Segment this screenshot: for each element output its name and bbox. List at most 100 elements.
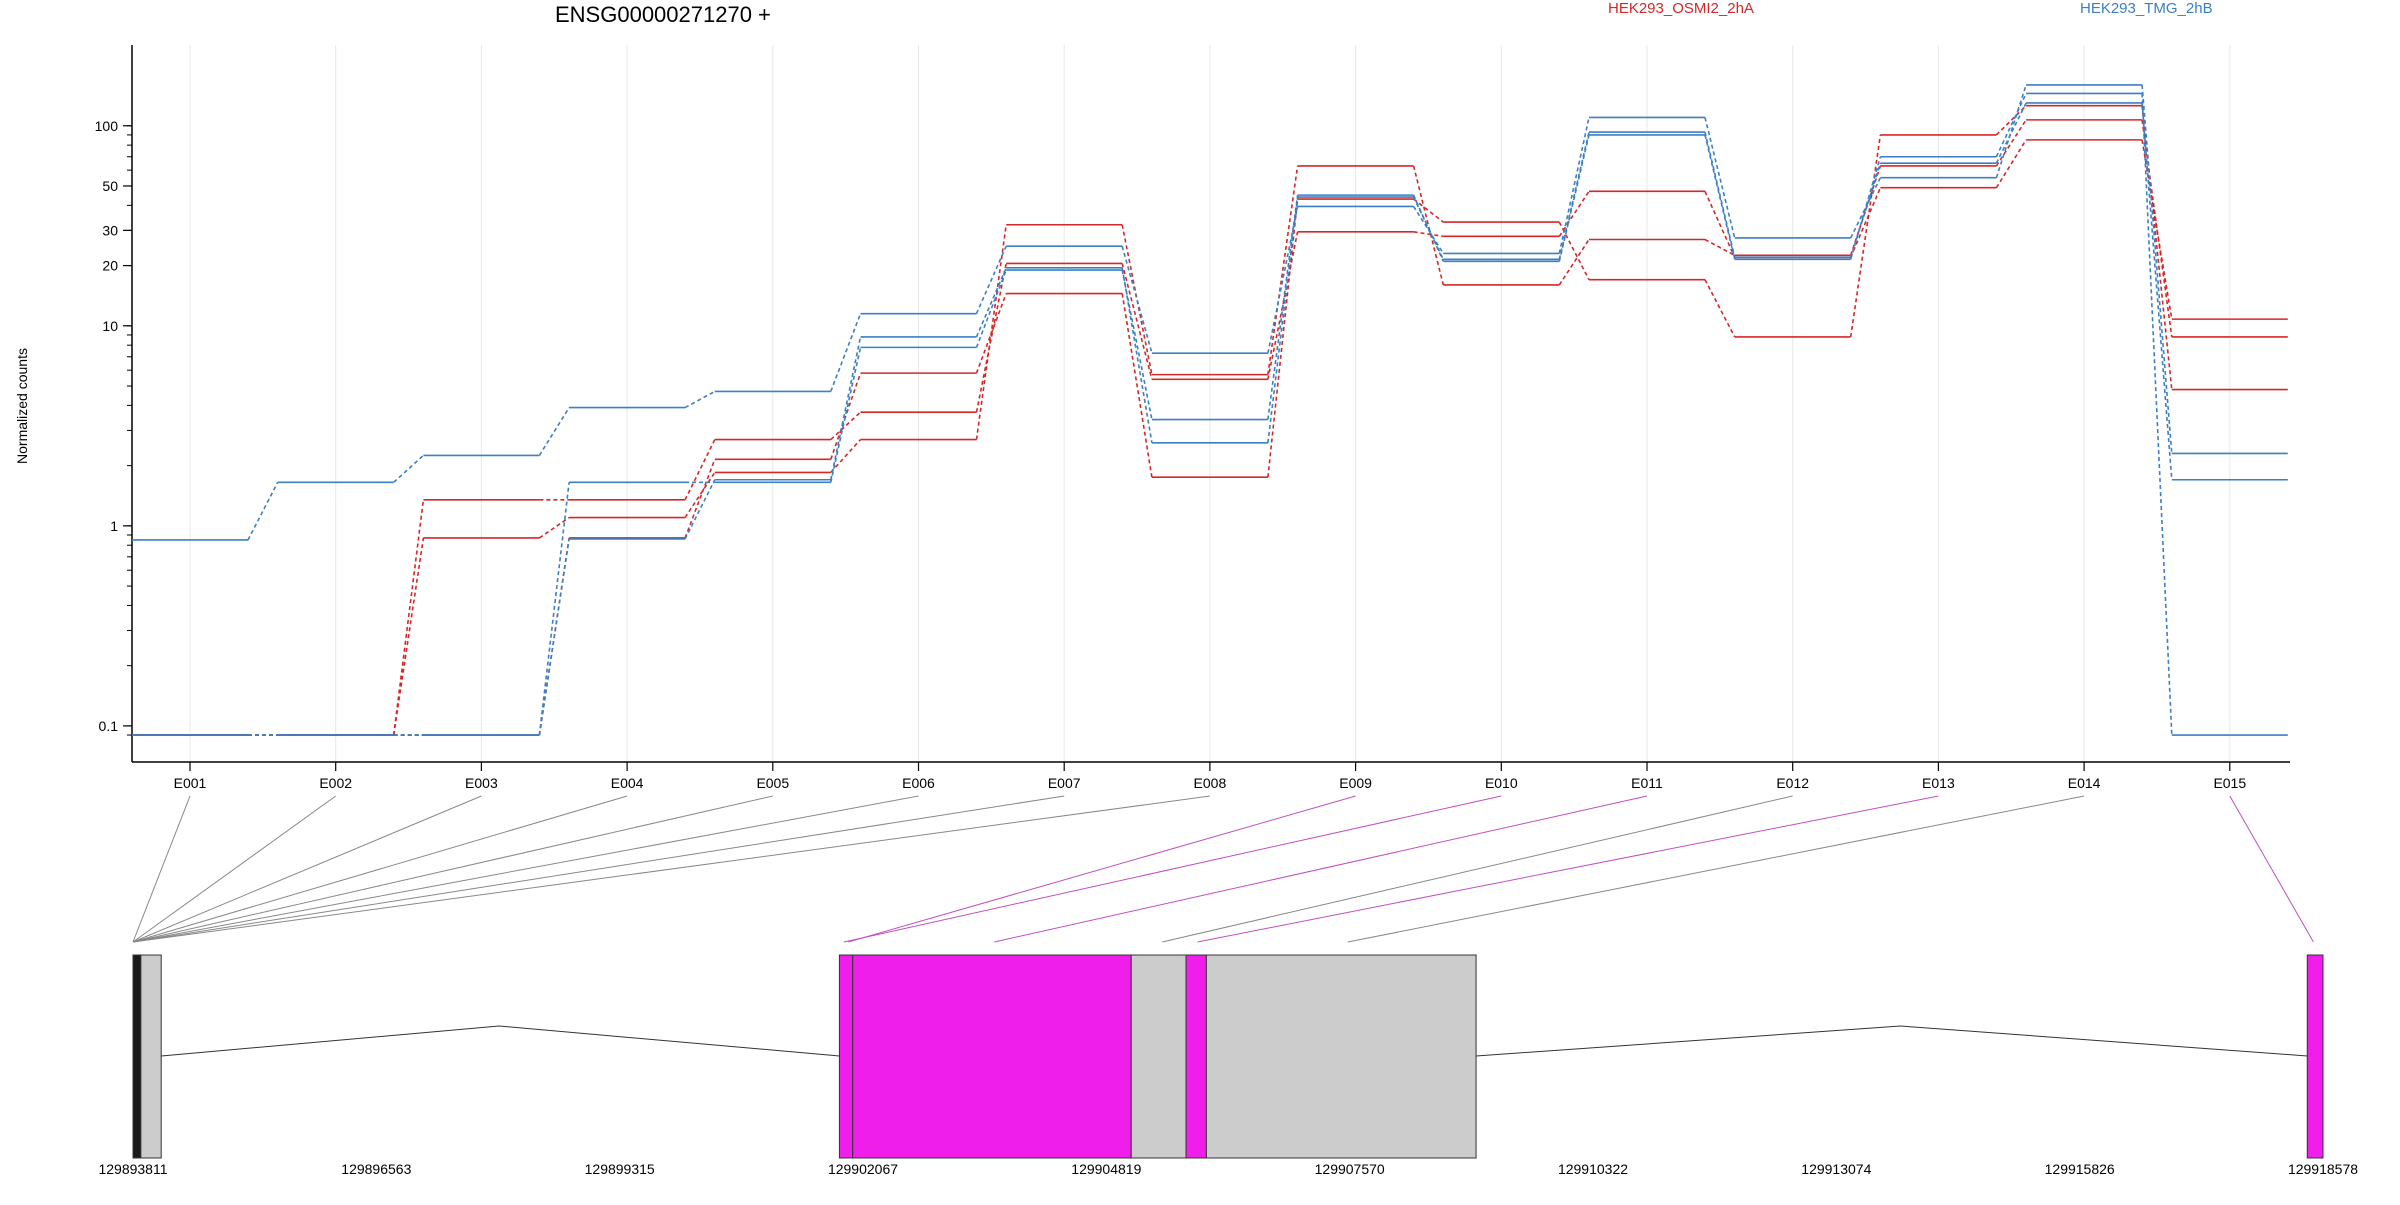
coordinate-label: 129893811	[98, 1161, 167, 1177]
exon-block	[838, 954, 854, 1159]
exon-connector	[132, 795, 482, 943]
x-tick-label: E014	[2068, 775, 2101, 791]
exon-connector	[132, 795, 773, 943]
series-tmg-connector	[2141, 84, 2173, 454]
series-tmg-connector	[247, 481, 279, 541]
x-tick-label: E009	[1339, 775, 1372, 791]
x-tick-label: E006	[902, 775, 935, 791]
x-tick-label: E015	[2213, 775, 2246, 791]
x-tick-label: E005	[756, 775, 789, 791]
coordinate-label: 129904819	[1071, 1161, 1141, 1177]
series-osmi2-connector	[1121, 263, 1153, 380]
series-tmg-connector	[1267, 206, 1299, 354]
exon-connector	[1347, 795, 2085, 943]
exon-connector	[132, 795, 628, 943]
series-tmg-connector	[684, 390, 716, 409]
intron-line	[161, 1025, 840, 1057]
coordinate-label: 129915826	[2045, 1161, 2115, 1177]
series-osmi2-connector	[538, 516, 570, 539]
x-tick-label: E008	[1194, 775, 1227, 791]
y-tick-label: 0.1	[99, 718, 119, 734]
legend-tmg: HEK293_TMG_2hB	[2080, 0, 2213, 17]
series-tmg-connector	[1995, 102, 2027, 164]
x-tick-label: E002	[319, 775, 352, 791]
series-osmi2-connector	[1849, 187, 1882, 258]
series-osmi2-connector	[975, 293, 1007, 374]
series-osmi2-connector	[392, 499, 425, 736]
coordinate-label: 129902067	[828, 1161, 898, 1177]
exon-block	[2306, 954, 2324, 1159]
y-tick-label: 30	[102, 222, 118, 238]
series-tmg-connector	[538, 482, 570, 736]
series-tmg-connector	[830, 336, 862, 480]
series-tmg-connector	[1267, 196, 1299, 443]
coordinate-label: 129918578	[2288, 1161, 2358, 1177]
series-osmi2-connector	[1121, 224, 1153, 375]
series-osmi2-connector	[1413, 231, 1444, 238]
x-tick-label: E011	[1631, 775, 1663, 791]
x-tick-label: E013	[1922, 775, 1955, 791]
coordinate-label: 129896563	[341, 1161, 411, 1177]
series-tmg-connector	[1121, 245, 1153, 354]
intron-line	[1476, 1025, 2308, 1057]
y-tick-label: 50	[102, 178, 118, 194]
series-osmi2-connector	[1704, 191, 1736, 258]
series-tmg-connector	[538, 538, 570, 736]
y-tick-label: 100	[95, 118, 119, 134]
exon-block	[1205, 954, 1477, 1159]
series-osmi2-connector	[1558, 190, 1590, 237]
exon-block	[132, 954, 142, 1159]
coordinate-label: 129899315	[585, 1161, 655, 1177]
series-tmg-connector	[975, 245, 1007, 314]
series-osmi2-connector	[830, 372, 862, 460]
exon-connector	[132, 795, 1210, 943]
exon-block	[1185, 954, 1207, 1159]
exon-connector	[132, 795, 336, 943]
exon-connector	[2229, 795, 2314, 943]
series-osmi2-connector	[830, 439, 862, 473]
exon-block	[852, 954, 1132, 1159]
series-tmg-connector	[1412, 206, 1444, 254]
series-tmg-connector	[1704, 131, 1736, 258]
series-osmi2-connector	[975, 263, 1007, 413]
series-tmg-connector	[830, 313, 862, 392]
series-tmg-connector	[1849, 162, 1882, 258]
series-tmg-connector	[1704, 117, 1736, 239]
series-osmi2-connector	[1121, 293, 1153, 478]
series-osmi2-connector	[1413, 198, 1444, 223]
series-osmi2-connector	[1412, 165, 1445, 286]
coordinate-label: 129913074	[1801, 1161, 1871, 1177]
exon-connector	[1197, 795, 1939, 943]
series-tmg-connector	[975, 267, 1007, 338]
legend-osmi2: HEK293_OSMI2_2hA	[1608, 0, 1754, 17]
y-tick-label: 10	[102, 318, 118, 334]
series-osmi2-connector	[1558, 239, 1590, 286]
series-tmg-connector	[2141, 93, 2173, 736]
x-tick-label: E004	[611, 775, 644, 791]
exon-connector	[1162, 795, 1793, 943]
y-tick-label: 1	[110, 518, 118, 534]
series-osmi2-connector	[2141, 105, 2173, 390]
series-osmi2-connector	[684, 459, 716, 539]
series-tmg-connector	[1267, 195, 1299, 420]
series-tmg-connector	[1558, 131, 1590, 260]
exon-block	[1130, 954, 1187, 1159]
series-tmg-connector	[1121, 269, 1153, 420]
series-tmg-connector	[830, 347, 862, 483]
exon-connector	[132, 795, 191, 943]
series-tmg-connector	[393, 454, 424, 483]
exon-connector	[848, 795, 1356, 943]
y-axis-label: Normalized counts	[14, 348, 30, 464]
series-tmg-connector	[538, 407, 570, 456]
series-tmg-connector	[1121, 267, 1153, 443]
series-tmg-connector	[1558, 117, 1590, 254]
series-tmg-connector	[1412, 194, 1445, 262]
series-osmi2-connector	[392, 537, 425, 736]
series-osmi2-connector	[1849, 134, 1882, 338]
series-osmi2-connector	[1267, 198, 1299, 478]
coordinate-label: 129910322	[1558, 1161, 1628, 1177]
series-osmi2-connector	[1704, 238, 1736, 257]
y-tick-label: 20	[102, 258, 118, 274]
